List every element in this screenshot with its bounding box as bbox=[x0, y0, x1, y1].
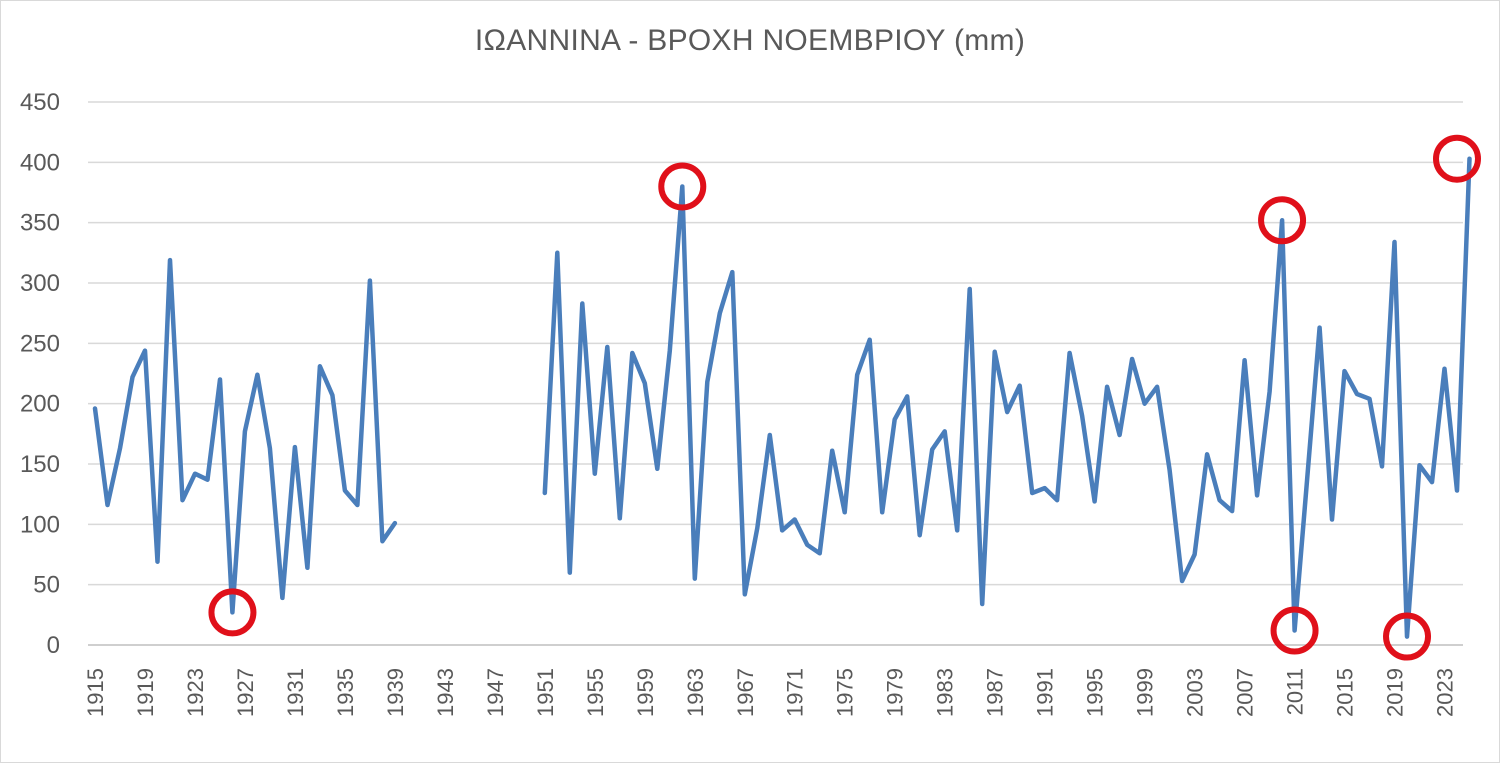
x-tick-label: 1995 bbox=[1083, 668, 1108, 717]
y-tick-label: 350 bbox=[20, 210, 60, 237]
y-tick-label: 450 bbox=[20, 89, 60, 116]
x-tick-label: 2019 bbox=[1383, 668, 1408, 717]
x-tick-label: 1919 bbox=[133, 668, 158, 717]
x-tick-label: 2015 bbox=[1333, 668, 1358, 717]
x-tick-label: 1943 bbox=[433, 668, 458, 717]
x-tick-label: 1971 bbox=[783, 668, 808, 717]
y-tick-label: 150 bbox=[20, 451, 60, 478]
highlight-circle bbox=[1258, 196, 1307, 245]
x-tick-label: 2007 bbox=[1233, 668, 1258, 717]
x-tick-label: 1967 bbox=[733, 668, 758, 717]
highlight-circle bbox=[208, 588, 257, 637]
highlight-circle bbox=[658, 162, 707, 211]
x-tick-label: 1963 bbox=[683, 668, 708, 717]
highlight-circle bbox=[1383, 612, 1432, 661]
y-tick-label: 300 bbox=[20, 270, 60, 297]
y-tick-label: 400 bbox=[20, 149, 60, 176]
y-tick-label: 250 bbox=[20, 330, 60, 357]
highlight-circle bbox=[1433, 134, 1481, 183]
series-line-segment bbox=[542, 156, 1472, 639]
x-tick-label: 1975 bbox=[833, 668, 858, 717]
x-tick-label: 1947 bbox=[483, 668, 508, 717]
y-tick-label: 50 bbox=[33, 572, 60, 599]
x-tick-label: 1923 bbox=[183, 668, 208, 717]
y-tick-label: 100 bbox=[20, 511, 60, 538]
y-tick-label: 0 bbox=[47, 632, 60, 659]
x-tick-label: 2011 bbox=[1283, 668, 1308, 715]
x-tick-label: 1939 bbox=[383, 668, 408, 717]
x-tick-label: 1959 bbox=[633, 668, 658, 717]
x-tick-label: 1987 bbox=[983, 668, 1008, 717]
x-tick-label: 1983 bbox=[933, 668, 958, 717]
y-tick-label: 200 bbox=[20, 391, 60, 418]
x-tick-label: 1955 bbox=[583, 668, 608, 717]
highlight-circle bbox=[1270, 606, 1319, 655]
x-tick-label: 1935 bbox=[333, 668, 358, 717]
x-tick-label: 1915 bbox=[83, 668, 108, 717]
x-tick-label: 2023 bbox=[1433, 668, 1458, 717]
series-line-segment bbox=[92, 257, 398, 615]
x-tick-label: 1991 bbox=[1033, 668, 1058, 717]
x-tick-label: 1999 bbox=[1133, 668, 1158, 717]
x-tick-label: 1979 bbox=[883, 668, 908, 717]
x-tick-label: 1931 bbox=[283, 668, 308, 717]
x-tick-label: 1927 bbox=[233, 668, 258, 717]
x-tick-label: 1951 bbox=[533, 668, 558, 717]
chart-title: ΙΩΑΝΝΙΝΑ - ΒΡΟΧΗ ΝΟΕΜΒΡΙΟΥ (mm) bbox=[474, 24, 1026, 57]
x-tick-label: 2003 bbox=[1183, 668, 1208, 717]
